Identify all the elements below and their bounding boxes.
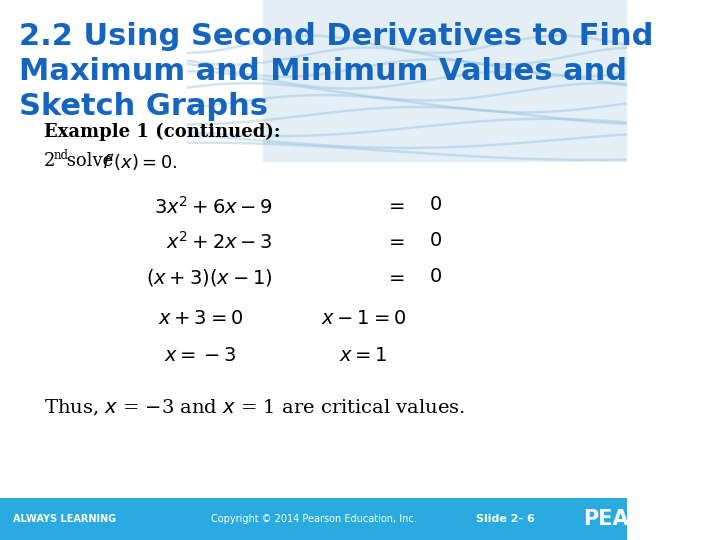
- Text: $x = -3$: $x = -3$: [164, 346, 237, 365]
- Text: $x = 1$: $x = 1$: [339, 346, 388, 365]
- Text: $0$: $0$: [429, 267, 442, 286]
- Text: nd: nd: [53, 149, 68, 162]
- Text: ALWAYS LEARNING: ALWAYS LEARNING: [12, 514, 116, 524]
- Text: Maximum and Minimum Values and: Maximum and Minimum Values and: [19, 57, 627, 86]
- Text: $(x+3)(x-1)$: $(x+3)(x-1)$: [146, 267, 273, 288]
- Text: $=$: $=$: [385, 231, 405, 250]
- Text: $0$: $0$: [429, 231, 442, 250]
- Text: $=$: $=$: [385, 195, 405, 214]
- Text: solve: solve: [61, 152, 120, 170]
- Text: Copyright © 2014 Pearson Education, Inc.: Copyright © 2014 Pearson Education, Inc.: [210, 514, 416, 524]
- Text: 2: 2: [44, 152, 55, 170]
- FancyBboxPatch shape: [0, 498, 627, 540]
- Text: $f'(x) = 0.$: $f'(x) = 0.$: [102, 152, 178, 173]
- Text: Thus, $x$ = $-$3 and $x$ = 1 are critical values.: Thus, $x$ = $-$3 and $x$ = 1 are critica…: [44, 398, 465, 419]
- Text: $x - 1 = 0$: $x - 1 = 0$: [321, 309, 406, 328]
- Text: Sketch Graphs: Sketch Graphs: [19, 92, 268, 121]
- Text: $0$: $0$: [429, 195, 442, 214]
- Text: Example 1 (continued):: Example 1 (continued):: [44, 123, 280, 141]
- Text: 2.2 Using Second Derivatives to Find: 2.2 Using Second Derivatives to Find: [19, 22, 653, 51]
- Text: $3x^2 + 6x - 9$: $3x^2 + 6x - 9$: [154, 195, 273, 218]
- Text: $x + 3 = 0$: $x + 3 = 0$: [158, 309, 243, 328]
- Text: $x^2 + 2x - 3$: $x^2 + 2x - 3$: [166, 231, 273, 253]
- Polygon shape: [264, 0, 639, 162]
- Text: PEARSON: PEARSON: [583, 509, 695, 529]
- Text: $=$: $=$: [385, 267, 405, 286]
- Text: Slide 2- 6: Slide 2- 6: [477, 514, 535, 524]
